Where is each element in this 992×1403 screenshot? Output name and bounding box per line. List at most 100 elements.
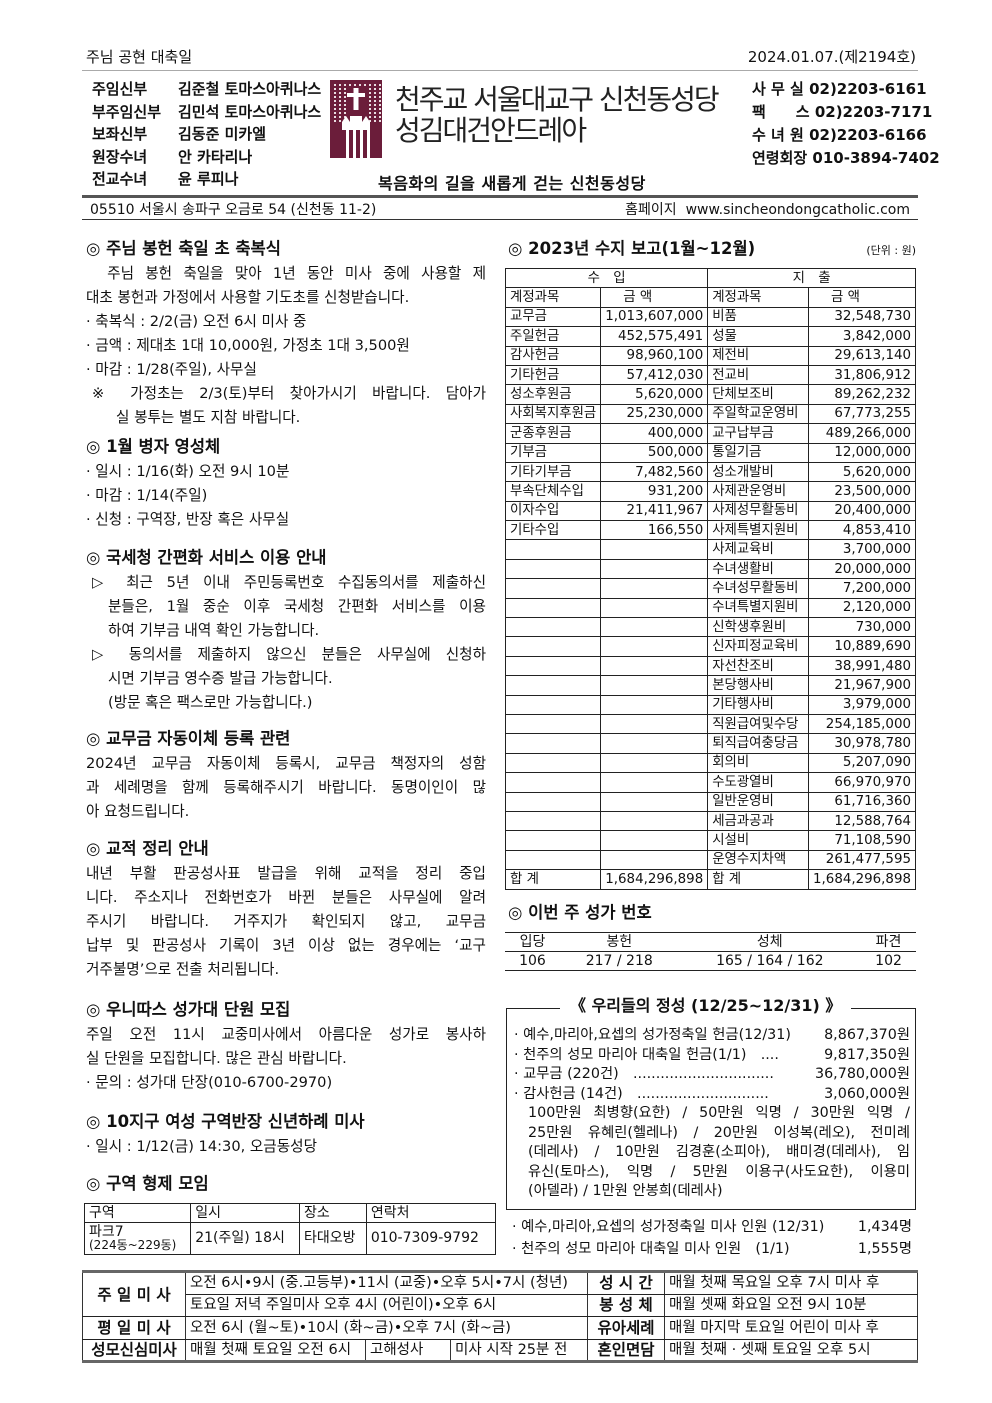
expense-account: 사제교육비 — [707, 539, 810, 560]
attendance-label: · 천주의 성모 마리아 대축일 미사 인원 (1/1) — [512, 1241, 790, 1257]
slogan: 복음화의 길을 새롭게 걷는 신천동성당 — [378, 174, 646, 193]
staff-row: 보좌신부 김동준 미카엘 — [92, 123, 321, 146]
income-amount: 452,575,491 — [600, 326, 709, 347]
income-amount: 1,013,607,000 — [600, 306, 709, 328]
table-row: 직원급여및수당 254,185,000 — [504, 713, 916, 735]
table-row: 시설비 71,108,590 — [504, 830, 916, 851]
income-amount: 166,550 — [600, 520, 709, 541]
income-amount — [600, 578, 709, 599]
donor-line: 100만원 최병향(요한) / 50만원 익명 / 30만원 익명 / — [528, 1105, 910, 1121]
staff-role: 주임신부 — [92, 80, 148, 98]
expense-account: 성물 — [707, 326, 810, 347]
value: 매월 첫째 목요일 오후 7시 미사 후 — [664, 1271, 918, 1295]
income-amount — [600, 539, 709, 560]
offering-amount: 3,060,000원 — [824, 1085, 910, 1102]
total-row: 합 계 1,684,296,898 합 계 1,684,296,898 — [504, 869, 916, 890]
expense-account: 퇴직급여충당금 — [707, 733, 810, 754]
issue-date: 2024.01.07.(제2194호) — [747, 48, 916, 66]
homepage-link[interactable]: www.sincheondongcatholic.com — [685, 202, 910, 218]
income-amount — [600, 849, 709, 871]
income-account — [504, 733, 602, 754]
donor-line: (아델라) / 1만원 안봉희(데레사) — [528, 1183, 723, 1199]
income-account — [504, 597, 602, 619]
section-tax-service: ◎ 국세청 간편화 서비스 이용 안내 ▷ 최근 5년 이내 주민등록번호 수집… — [86, 545, 486, 715]
divider — [82, 70, 918, 71]
bullet: · 마감 : 1/14(주일) — [86, 487, 208, 504]
staff-name: 김민석 토마스아퀴나스 — [178, 102, 322, 121]
expense-amount: 7,200,000 — [808, 578, 916, 599]
section-title: ◎ 교적 정리 안내 — [86, 839, 209, 858]
income-account — [504, 655, 602, 677]
income-account: 교무금 — [504, 306, 602, 328]
attendance-count: 1,555명 — [857, 1241, 912, 1257]
section-newyear-mass: ◎ 10지구 여성 구역반장 신년하례 미사 · 일시 : 1/12(금) 14… — [86, 1109, 486, 1159]
label: 성 시 간 — [587, 1271, 665, 1295]
expense-amount: 3,842,000 — [808, 326, 916, 347]
income-amount: 5,620,000 — [600, 384, 709, 405]
expense-account: 회의비 — [707, 752, 810, 774]
staff-role: 보좌신부 — [92, 125, 148, 143]
expense-amount: 31,806,912 — [808, 364, 916, 386]
text-line: 납부 및 판공성사 기록이 3년 이상 없는 경우에는 ‘교구 — [86, 937, 486, 954]
contact: 010-7309-9792 — [365, 1222, 497, 1255]
expense-account: 전교비 — [707, 364, 810, 386]
staff-name: 김준철 토마스아퀴나스 — [178, 80, 322, 98]
income-account — [504, 713, 602, 735]
text-line: 2024년 교무금 자동이체 등록시, 교무금 책정자의 성함 — [86, 755, 486, 772]
staff-role: 부주임신부 — [92, 102, 162, 121]
note: 실 봉투는 별도 지참 바랍니다. — [116, 409, 301, 426]
section-title: ◎ 주님 봉헌 축일 초 축복식 — [86, 239, 281, 258]
table-row: 수녀생활비 20,000,000 — [504, 558, 916, 580]
table-row: 이자수입 21,411,967 사제성무활동비 20,400,000 — [504, 500, 916, 522]
expense-amount: 261,477,595 — [808, 849, 916, 871]
table-row: 기타헌금 57,412,030 전교비 31,806,912 — [504, 364, 916, 386]
income-account — [504, 752, 602, 774]
expense-amount: 730,000 — [808, 617, 916, 638]
income-account: 이자수입 — [504, 500, 602, 522]
income-amount: 7,482,560 — [600, 461, 709, 483]
income-account — [504, 636, 602, 657]
expense-amount: 23,500,000 — [808, 481, 916, 502]
income-amount — [600, 694, 709, 715]
income-account: 감사헌금 — [504, 345, 602, 366]
attendance-item: · 천주의 성모 마리아 대축일 미사 인원 (1/1) 1,555명 — [512, 1238, 912, 1260]
expense-account: 사제성무활동비 — [707, 500, 810, 522]
section-title: ◎ 교무금 자동이체 등록 관련 — [86, 729, 291, 748]
table-row: 신자피정교육비 10,889,690 — [504, 636, 916, 657]
expense-account: 수도광열비 — [707, 772, 810, 793]
section-title: ◎ 이번 주 성가 번호 — [508, 903, 652, 922]
expense-amount: 29,613,140 — [808, 345, 916, 366]
label: 혼인면담 — [587, 1338, 665, 1362]
expense-account: 직원급여및수당 — [707, 713, 810, 735]
label: 유아세례 — [587, 1316, 665, 1340]
offering-amount: 36,780,000원 — [814, 1066, 910, 1082]
bullet: · 신청 : 구역장, 반장 혹은 사무실 — [86, 511, 290, 528]
table-row: 세금과공과 12,588,764 — [504, 810, 916, 832]
income-account: 기타기부금 — [504, 461, 602, 483]
income-account: 기타헌금 — [504, 364, 602, 386]
staff-role: 원장수녀 — [92, 147, 148, 166]
expense-amount: 4,853,410 — [808, 520, 916, 541]
section-registry: ◎ 교적 정리 안내 내년 부활 판공성사표 발급을 위해 교적을 정리 중입 … — [86, 836, 486, 982]
value: 토요일 저녁 주일미사 오후 4시 (어린이)•오후 6시 — [185, 1293, 588, 1317]
offering-item: · 감사헌금 (14건) ...........................… — [514, 1085, 910, 1105]
expense-account: 수녀특별지원비 — [707, 597, 810, 619]
col-header: 계정과목 — [707, 287, 810, 308]
bullet: · 문의 : 성가대 단장(010-6700-2970) — [86, 1074, 333, 1091]
table-row: 수도광열비 66,970,970 — [504, 772, 916, 793]
homepage-label: 홈페이지 — [625, 202, 677, 218]
text-line: 거주불명’으로 전출 처리됩니다. — [86, 961, 280, 978]
text-line: 대초 봉헌과 가정에서 사용할 기도초를 신청받습니다. — [86, 289, 410, 306]
value: 매월 첫째 · 셋째 토요일 오후 5시 — [664, 1338, 918, 1362]
expense-account: 제전비 — [707, 345, 810, 366]
section-title: ◎ 우니따스 성가대 단원 모집 — [86, 1000, 291, 1019]
income-account: 사회복지후원금 — [504, 403, 602, 425]
contact-line: 사 무 실 02)2203-6161 — [752, 80, 927, 98]
hymn-table: 입당 봉헌 성체 파견 106 217 / 218 165 / 164 / 162 102 — [505, 932, 916, 971]
donor-line: 25만원 유혜린(헬레나) / 20만원 이성복(레오), 전미례 — [528, 1124, 910, 1141]
table-row: 교무금 1,013,607,000 비품 32,548,730 — [504, 306, 916, 328]
col-header: 계정과목 — [504, 287, 602, 308]
text-line: 내년 부활 판공성사표 발급을 위해 교적을 정리 중입 — [86, 865, 486, 882]
divider — [82, 195, 918, 198]
value: 오전 6시 (월~토)•10시 (화~금)•오후 7시 (화~금) — [185, 1316, 588, 1340]
